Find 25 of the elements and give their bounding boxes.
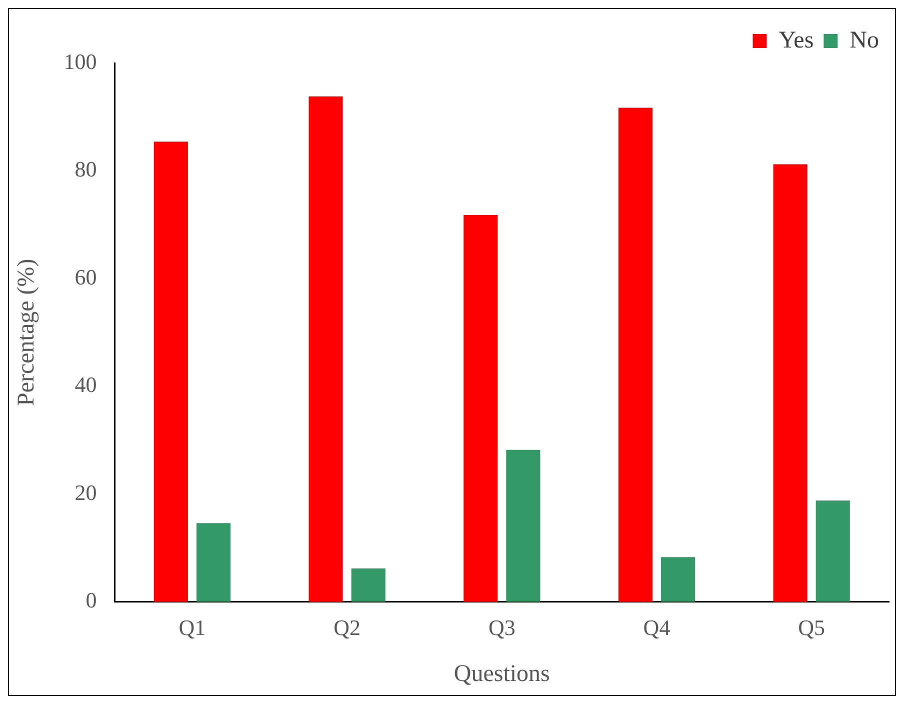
- bar: [196, 523, 231, 602]
- y-tick-label: 80: [74, 156, 97, 182]
- bar: [661, 557, 696, 602]
- legend-label: Yes: [778, 27, 814, 54]
- y-tick-label: 20: [74, 480, 97, 505]
- y-axis-title: Percentage (%): [14, 258, 40, 406]
- bar: [308, 96, 343, 602]
- x-tick-label: Q1: [178, 614, 206, 640]
- bar: [618, 108, 652, 602]
- y-tick-label: 0: [86, 588, 97, 613]
- bar: [773, 164, 808, 602]
- y-tick-label: 60: [74, 264, 97, 290]
- bar: [351, 568, 386, 602]
- y-tick-label: 40: [74, 372, 97, 398]
- x-tick-label: Q5: [798, 614, 826, 640]
- x-tick-label: Q2: [334, 614, 361, 640]
- legend-label: No: [850, 27, 880, 54]
- bar: [506, 450, 540, 602]
- bar: [464, 214, 498, 602]
- x-tick-label: Q3: [488, 614, 516, 640]
- y-tick-label: 100: [64, 48, 97, 74]
- bar: [816, 500, 850, 602]
- x-tick-label: Q4: [643, 614, 670, 640]
- x-axis-title: Questions: [454, 660, 550, 687]
- bar: [154, 142, 188, 602]
